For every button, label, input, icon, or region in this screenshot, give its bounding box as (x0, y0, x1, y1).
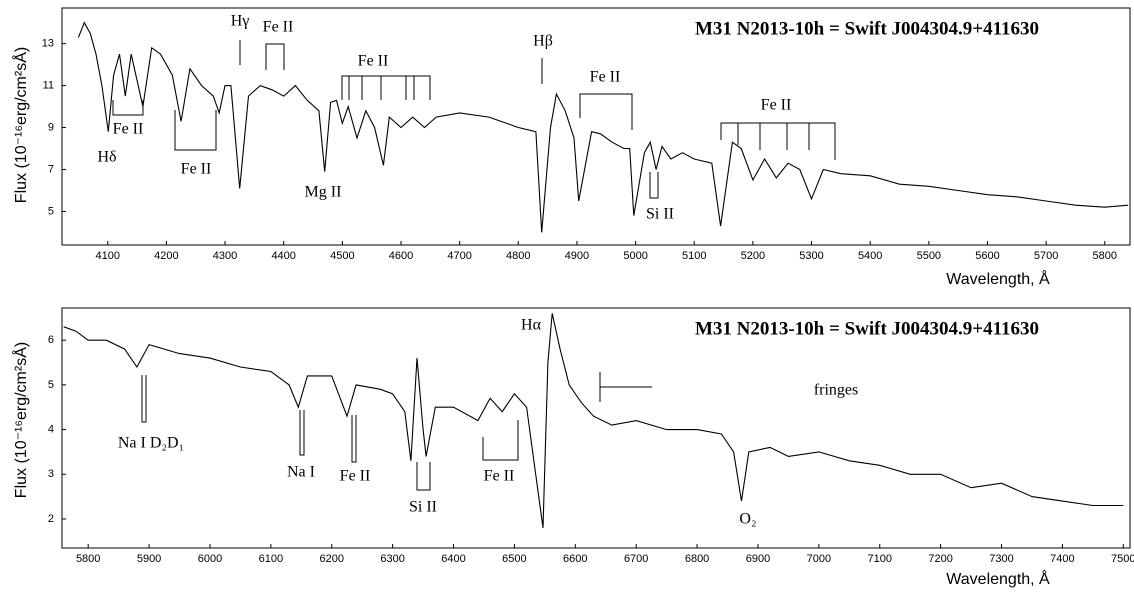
line-label: Hγ (231, 13, 250, 30)
x-tick-label: 5500 (917, 250, 941, 262)
line-label: Hα (521, 317, 542, 334)
x-tick-label: 7500 (1111, 553, 1134, 565)
x-tick-label: 6700 (624, 553, 648, 565)
y-tick-label: 13 (42, 38, 54, 50)
line-label: Fe II (113, 121, 144, 138)
line-label: Si II (646, 206, 674, 223)
x-tick-label: 5100 (682, 250, 706, 262)
x-tick-label: 6500 (502, 553, 526, 565)
x-tick-label: 4600 (389, 250, 413, 262)
line-label: Fe II (590, 69, 621, 86)
line-label: Hβ (533, 33, 553, 50)
x-tick-label: 6200 (319, 553, 343, 565)
x-tick-label: 4700 (447, 250, 471, 262)
x-tick-label: 5800 (76, 553, 100, 565)
chart-title: M31 N2013-10h = Swift J004304.9+411630 (695, 318, 1039, 339)
plot-frame (61, 307, 1131, 549)
spectrum-line (77, 21, 1129, 233)
x-tick-label: 5000 (623, 250, 647, 262)
x-tick-label: 6400 (441, 553, 465, 565)
line-label: Fe II (484, 468, 515, 485)
x-tick-label: 5400 (858, 250, 882, 262)
y-tick-label: 2 (48, 513, 54, 525)
x-tick-label: 6300 (380, 553, 404, 565)
x-axis-label: Wavelength, Å (946, 569, 1050, 588)
x-tick-label: 6900 (746, 553, 770, 565)
x-tick-label: 6800 (685, 553, 709, 565)
y-tick-label: 4 (48, 423, 54, 435)
x-tick-label: 5800 (1093, 250, 1117, 262)
x-tick-label: 4200 (154, 250, 178, 262)
x-tick-label: 5300 (799, 250, 823, 262)
x-tick-label: 6000 (198, 553, 222, 565)
line-label: Fe II (181, 161, 212, 178)
x-tick-label: 4100 (96, 250, 120, 262)
line-label: Si II (409, 499, 437, 516)
x-tick-label: 7400 (1050, 553, 1074, 565)
x-tick-label: 5600 (975, 250, 999, 262)
y-tick-label: 9 (48, 121, 54, 133)
x-tick-label: 7200 (928, 553, 952, 565)
x-tick-label: 4800 (506, 250, 530, 262)
x-tick-label: 6600 (563, 553, 587, 565)
line-label: Na I (287, 464, 315, 481)
x-tick-label: 7300 (989, 553, 1013, 565)
x-tick-label: 4500 (330, 250, 354, 262)
y-axis-label: Flux (10⁻¹⁶erg/cm²sÅ) (11, 47, 30, 203)
spectrum-line (63, 313, 1124, 528)
line-identifications (141, 372, 652, 491)
line-label: Fe II (263, 19, 294, 36)
line-label: Fe II (761, 97, 792, 114)
x-tick-label: 7100 (868, 553, 892, 565)
y-tick-label: 5 (48, 205, 54, 217)
x-tick-label: 7000 (807, 553, 831, 565)
x-tick-label: 5200 (741, 250, 765, 262)
line-label: Hδ (97, 149, 116, 166)
line-label: Fe II (358, 53, 389, 70)
x-tick-label: 4300 (213, 250, 237, 262)
y-tick-label: 7 (48, 163, 54, 175)
y-tick-label: 3 (48, 468, 54, 480)
y-tick-label: 6 (48, 334, 54, 346)
y-tick-label: 11 (43, 80, 54, 92)
y-axis-label: Flux (10⁻¹⁶erg/cm²sÅ) (11, 342, 30, 498)
x-tick-label: 5700 (1034, 250, 1058, 262)
x-tick-label: 6100 (259, 553, 283, 565)
line-label: O₂ (739, 511, 756, 528)
line-label: Na I D₂D₁ (118, 435, 184, 452)
line-label: Fe II (340, 468, 371, 485)
line-label: fringes (814, 382, 858, 399)
x-axis-label: Wavelength, Å (946, 269, 1050, 288)
line-label: Mg II (305, 184, 342, 201)
x-tick-label: 4900 (565, 250, 589, 262)
line-identifications (112, 40, 836, 199)
plot-frame (61, 7, 1131, 246)
chart-title: M31 N2013-10h = Swift J004304.9+411630 (695, 18, 1039, 39)
y-tick-label: 5 (48, 379, 54, 391)
x-tick-label: 4400 (271, 250, 295, 262)
x-tick-label: 5900 (137, 553, 161, 565)
